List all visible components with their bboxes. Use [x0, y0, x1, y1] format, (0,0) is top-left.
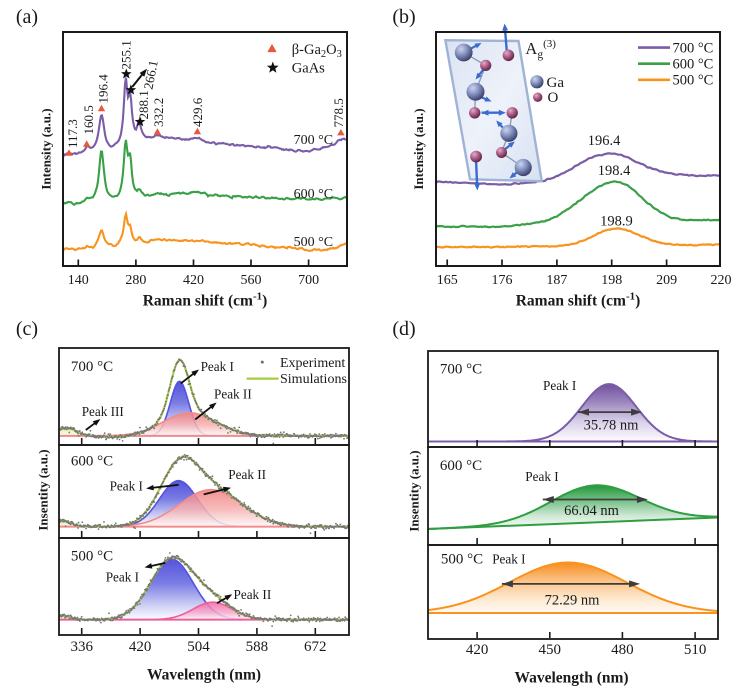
svg-text:500 °C: 500 °C — [673, 73, 714, 89]
svg-text:Simulations: Simulations — [280, 372, 347, 387]
svg-text:Insentity (a.u.): Insentity (a.u.) — [407, 450, 422, 531]
svg-text:198.9: 198.9 — [600, 214, 633, 230]
svg-text:Intensity (a.u.): Intensity (a.u.) — [411, 108, 426, 189]
svg-text:500 °C: 500 °C — [294, 235, 333, 250]
svg-text:504: 504 — [187, 639, 210, 655]
svg-text:209: 209 — [656, 273, 677, 288]
svg-text:Peak III: Peak III — [82, 404, 124, 419]
svg-text:500 °C: 500 °C — [71, 549, 113, 565]
svg-text:Experiment: Experiment — [280, 356, 345, 371]
svg-text:GaAs: GaAs — [292, 61, 325, 77]
svg-text:Peak I: Peak I — [106, 569, 139, 584]
svg-text:672: 672 — [304, 639, 327, 655]
svg-text:429.6: 429.6 — [190, 97, 205, 127]
svg-text:600 °C: 600 °C — [673, 57, 714, 73]
svg-text:588: 588 — [246, 639, 269, 655]
svg-text:480: 480 — [611, 642, 634, 658]
svg-text:(d): (d) — [392, 318, 415, 340]
svg-text:280: 280 — [125, 273, 146, 288]
svg-text:Peak I: Peak I — [492, 551, 525, 566]
svg-text:165: 165 — [437, 273, 458, 288]
svg-text:Raman shift (cm-1): Raman shift (cm-1) — [143, 291, 268, 310]
svg-text:266.1: 266.1 — [141, 59, 161, 91]
svg-text:Peak II: Peak II — [234, 587, 272, 602]
svg-text:700 °C: 700 °C — [440, 362, 482, 378]
svg-text:187: 187 — [546, 273, 567, 288]
svg-text:Wavelength (nm): Wavelength (nm) — [514, 670, 628, 687]
svg-text:Peak I: Peak I — [543, 378, 576, 393]
svg-text:72.29 nm: 72.29 nm — [545, 592, 601, 608]
svg-text:176: 176 — [492, 273, 513, 288]
svg-text:35.78 nm: 35.78 nm — [584, 418, 640, 434]
svg-text:420: 420 — [183, 273, 204, 288]
svg-text:255.1: 255.1 — [118, 40, 133, 69]
svg-text:160.5: 160.5 — [81, 105, 96, 134]
svg-text:Intensity (a.u.): Intensity (a.u.) — [39, 108, 54, 189]
svg-text:196.4: 196.4 — [588, 133, 621, 149]
svg-text:198: 198 — [601, 273, 622, 288]
svg-text:220: 220 — [711, 273, 732, 288]
svg-text:420: 420 — [466, 642, 489, 658]
svg-text:(c): (c) — [16, 318, 38, 340]
svg-text:700 °C: 700 °C — [294, 133, 333, 148]
svg-text:600 °C: 600 °C — [440, 458, 482, 474]
svg-text:450: 450 — [539, 642, 562, 658]
svg-text:Raman shift (cm-1): Raman shift (cm-1) — [516, 291, 641, 310]
svg-text:140: 140 — [68, 273, 89, 288]
svg-text:Wavelength (nm): Wavelength (nm) — [147, 667, 261, 684]
svg-text:196.4: 196.4 — [95, 74, 110, 104]
svg-text:778.5: 778.5 — [331, 98, 346, 127]
svg-text:(a): (a) — [16, 6, 38, 28]
svg-text:O: O — [548, 90, 559, 106]
svg-text:Peak II: Peak II — [214, 387, 252, 402]
svg-text:700 °C: 700 °C — [673, 40, 714, 56]
svg-text:560: 560 — [241, 273, 262, 288]
svg-text:66.04 nm: 66.04 nm — [564, 503, 620, 519]
svg-text:Peak II: Peak II — [228, 467, 266, 482]
svg-text:700: 700 — [298, 273, 319, 288]
svg-text:420: 420 — [129, 639, 152, 655]
svg-text:Peak I: Peak I — [110, 478, 143, 493]
svg-text:Peak I: Peak I — [525, 469, 558, 484]
svg-text:332.2: 332.2 — [151, 98, 166, 127]
svg-text:700 °C: 700 °C — [71, 359, 113, 375]
svg-text:336: 336 — [70, 639, 93, 655]
svg-text:117.3: 117.3 — [65, 119, 80, 148]
svg-text:600 °C: 600 °C — [71, 454, 113, 470]
svg-text:Ag(3): Ag(3) — [525, 38, 556, 61]
svg-text:198.4: 198.4 — [598, 163, 631, 179]
svg-text:Ga: Ga — [547, 75, 565, 91]
svg-text:Insentity (a.u.): Insentity (a.u.) — [36, 449, 51, 530]
svg-text:288.1: 288.1 — [136, 90, 151, 119]
svg-text:β-Ga2O3: β-Ga2O3 — [292, 42, 342, 60]
svg-text:600 °C: 600 °C — [294, 187, 333, 202]
svg-text:500 °C: 500 °C — [441, 552, 483, 568]
svg-text:510: 510 — [684, 642, 707, 658]
svg-text:(b): (b) — [392, 6, 415, 28]
svg-text:Peak I: Peak I — [201, 359, 234, 374]
